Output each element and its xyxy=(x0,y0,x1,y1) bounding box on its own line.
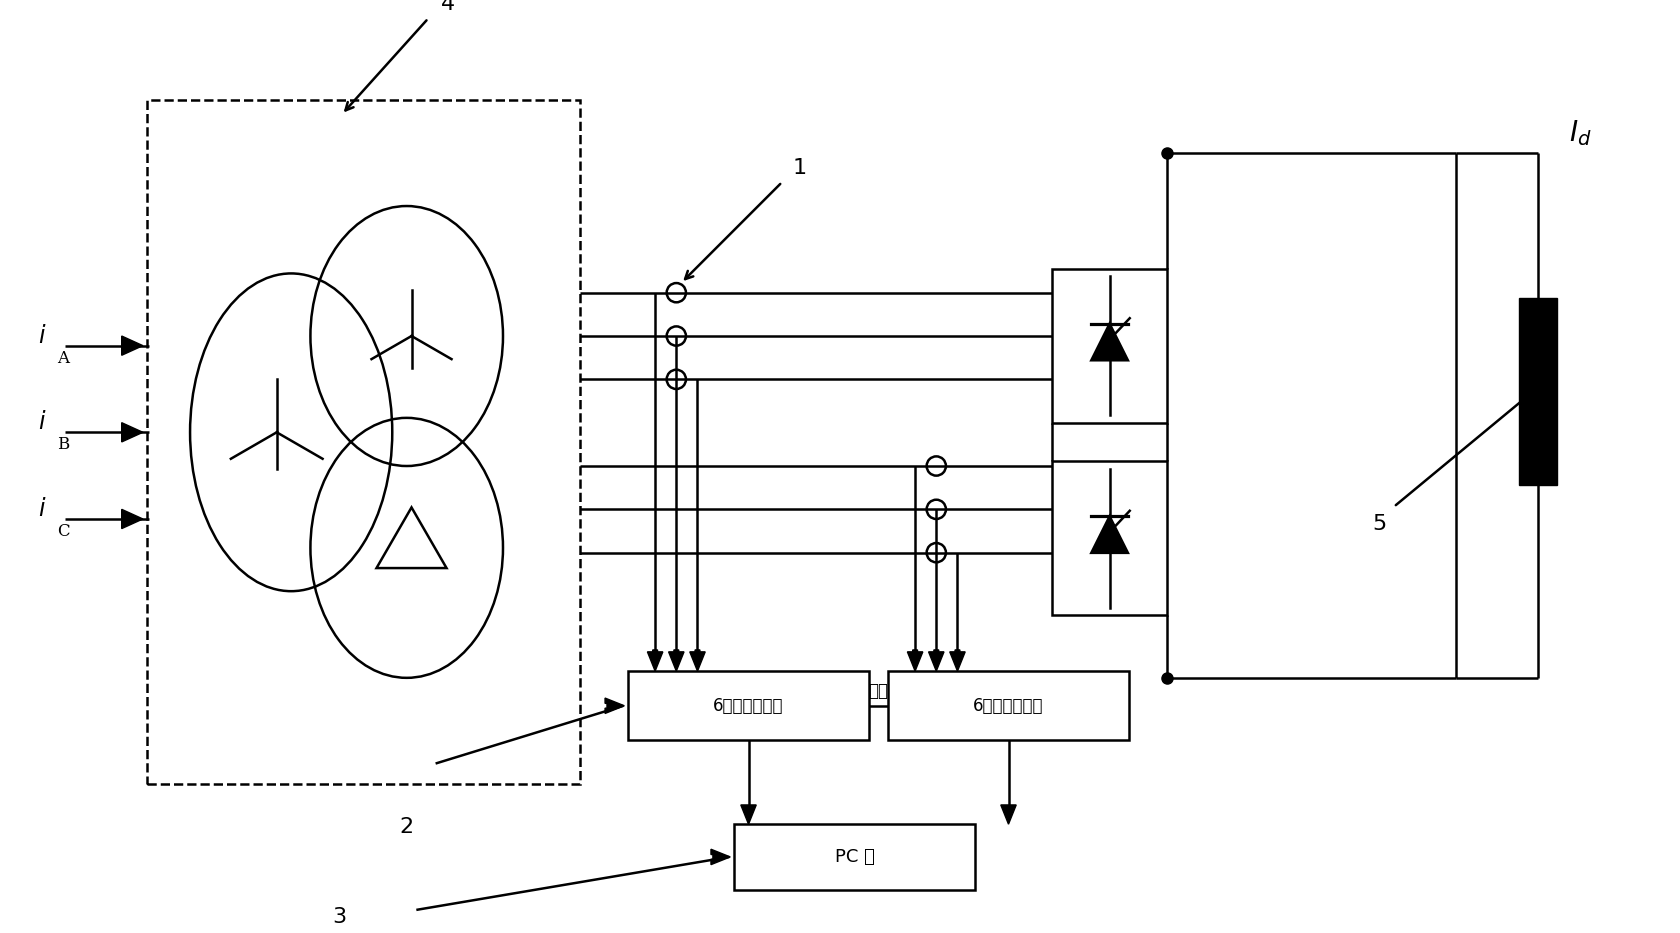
Text: 3: 3 xyxy=(333,907,346,926)
FancyArrow shape xyxy=(907,650,922,671)
Text: 5: 5 xyxy=(1373,514,1386,535)
FancyArrow shape xyxy=(605,698,625,714)
FancyArrow shape xyxy=(1001,805,1016,824)
Bar xyxy=(889,671,1129,741)
FancyArrow shape xyxy=(647,650,664,671)
FancyArrow shape xyxy=(949,650,966,671)
FancyArrow shape xyxy=(669,650,684,671)
FancyArrow shape xyxy=(121,336,143,355)
Text: A: A xyxy=(57,350,69,367)
Text: PC 机: PC 机 xyxy=(835,848,874,866)
Bar xyxy=(1052,269,1168,423)
Text: $I_d$: $I_d$ xyxy=(1569,118,1591,148)
Text: 1: 1 xyxy=(793,158,806,177)
Bar xyxy=(1052,461,1168,615)
Text: 6通道采集单元: 6通道采集单元 xyxy=(973,697,1043,715)
Text: 同步: 同步 xyxy=(869,682,889,700)
Text: $i$: $i$ xyxy=(39,498,47,521)
FancyArrow shape xyxy=(741,805,756,824)
Text: 6通道采集单元: 6通道采集单元 xyxy=(714,697,785,715)
Bar xyxy=(146,100,580,784)
Polygon shape xyxy=(1092,516,1127,553)
FancyArrow shape xyxy=(711,849,731,865)
FancyArrow shape xyxy=(690,650,706,671)
Bar xyxy=(734,824,974,890)
Text: $i$: $i$ xyxy=(39,325,47,347)
Polygon shape xyxy=(1092,324,1127,360)
Text: 4: 4 xyxy=(440,0,455,14)
Text: C: C xyxy=(57,523,71,540)
FancyArrow shape xyxy=(121,509,143,529)
FancyArrow shape xyxy=(121,423,143,442)
Bar xyxy=(628,671,869,741)
Text: B: B xyxy=(57,437,69,453)
FancyArrow shape xyxy=(929,650,944,671)
Bar xyxy=(1519,298,1557,485)
Text: $i$: $i$ xyxy=(39,411,47,434)
Text: 2: 2 xyxy=(400,817,413,837)
